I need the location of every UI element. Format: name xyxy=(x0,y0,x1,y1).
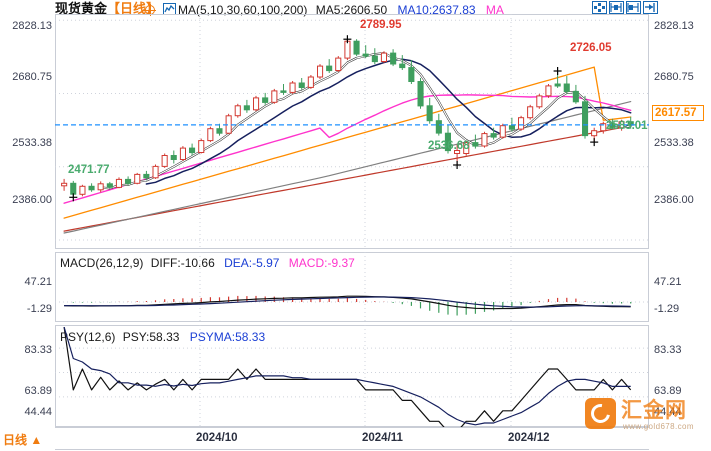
macd-diff-value: DIFF:-10.66 xyxy=(150,256,215,270)
ma10-value: MA10:2637.83 xyxy=(397,3,476,17)
price-axis-right-3: 2386.00 xyxy=(654,194,694,206)
price-axis-right-2: 2533.38 xyxy=(654,137,694,149)
macd-axis-left-0: 47.21 xyxy=(24,276,52,288)
period-selector[interactable]: 日线 ▲ xyxy=(3,433,43,447)
macd-axis-right-0: 47.21 xyxy=(654,276,682,288)
price-axis-left-3: 2386.00 xyxy=(12,194,52,206)
psy-value: PSY:58.33 xyxy=(122,330,180,344)
macd-macd-value: MACD:-9.37 xyxy=(288,256,355,270)
annotation-low-2471: 2471.77 xyxy=(68,164,110,176)
macd-axis-left-1: -1.29 xyxy=(26,303,52,315)
time-axis-divider xyxy=(55,427,649,428)
zoom-out-icon[interactable] xyxy=(626,1,641,14)
zoom-horizontal-icon[interactable] xyxy=(609,1,624,14)
annotation-low-2536: 2536.68 xyxy=(428,140,470,152)
time-tick-0: 2024/10 xyxy=(196,432,238,444)
watermark-url: www.gold678.com xyxy=(623,422,694,431)
time-axis-bottom-divider xyxy=(55,449,649,450)
time-axis-bar: 日线 ▲ 2024/10 2024/11 2024/12 xyxy=(0,427,711,451)
ma-title: MA(5,10,30,60,100,200) xyxy=(178,3,308,17)
psy-axis-right-2: 44.44 xyxy=(654,406,682,418)
price-axis-right-0: 2828.13 xyxy=(654,20,694,32)
psy-header: PSY(12,6) PSY:58.33 PSYMA:58.33 xyxy=(60,330,265,344)
scroll-right-icon[interactable] xyxy=(643,1,658,14)
macd-header: MACD(26,12,9) DIFF:-10.66 DEA:-5.97 MACD… xyxy=(60,256,355,270)
price-chart-plot[interactable] xyxy=(55,14,649,249)
psy-title: PSY(12,6) xyxy=(60,330,116,344)
ma-indicator-header: MA(5,10,30,60,100,200) MA5:2606.50 MA10:… xyxy=(178,3,504,17)
price-axis-left-0: 2828.13 xyxy=(12,20,52,32)
psy-axis-left-1: 63.89 xyxy=(24,385,52,397)
watermark: 汇金网 www.gold678.com xyxy=(585,398,707,432)
annotation-high-2726: 2726.05 xyxy=(570,42,612,54)
price-axis-right-1: 2680.75 xyxy=(654,71,694,83)
time-tick-2: 2024/12 xyxy=(508,432,550,444)
ma30-value: MA xyxy=(485,3,504,17)
time-tick-1: 2024/11 xyxy=(362,432,403,444)
macd-axis-right-1: -1.29 xyxy=(654,303,680,315)
psy-axis-right-0: 83.33 xyxy=(654,344,682,356)
psy-chart-plot[interactable] xyxy=(55,325,649,427)
move-tool-icon[interactable] xyxy=(592,1,607,14)
ma5-value: MA5:2606.50 xyxy=(315,3,388,17)
macd-dea-value: DEA:-5.97 xyxy=(224,256,280,270)
annotation-low-2583: 2583.01 xyxy=(606,120,648,132)
psyma-value: PSYMA:58.33 xyxy=(189,330,266,344)
current-price-tag[interactable]: 2617.57 xyxy=(652,105,704,121)
price-axis-left-1: 2680.75 xyxy=(12,71,52,83)
brand-logo-icon xyxy=(585,398,616,429)
macd-chart-plot[interactable] xyxy=(55,252,649,322)
annotation-high-2789: 2789.95 xyxy=(360,19,402,31)
chart-toolbar xyxy=(592,1,658,14)
psy-axis-right-1: 63.89 xyxy=(654,385,682,397)
psy-axis-left-0: 83.33 xyxy=(24,344,52,356)
instrument-name: 现货黄金 xyxy=(55,1,108,16)
macd-title: MACD(26,12,9) xyxy=(60,256,144,270)
psy-axis-left-2: 44.44 xyxy=(24,406,52,418)
watermark-brand: 汇金网 xyxy=(621,399,687,422)
price-axis-left-2: 2533.38 xyxy=(12,137,52,149)
